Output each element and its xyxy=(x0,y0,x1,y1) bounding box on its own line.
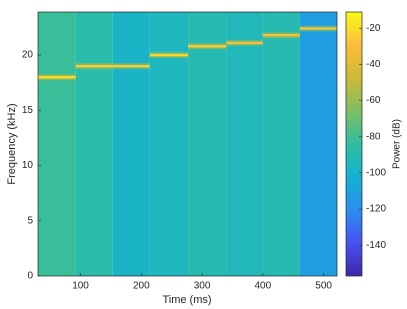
x-tick-label: 100 xyxy=(72,281,89,292)
tone-line xyxy=(149,53,189,57)
colorbar-frame xyxy=(345,11,363,277)
y-tick-label: 15 xyxy=(22,105,34,116)
spectrum-segment xyxy=(299,12,337,276)
x-tick-label: 500 xyxy=(315,281,332,292)
y-tick-label: 20 xyxy=(22,50,34,61)
colorbar xyxy=(346,12,362,276)
spectrum-segment xyxy=(38,12,76,276)
spectrum-segment xyxy=(149,12,189,276)
x-tick-label: 200 xyxy=(133,281,150,292)
y-axis-label: Frequency (kHz) xyxy=(6,103,18,184)
x-axis-label: Time (ms) xyxy=(162,294,211,306)
colorbar-tick-label: -140 xyxy=(366,240,386,251)
spectrum-segment xyxy=(262,12,300,276)
spectrum-segment xyxy=(75,12,113,276)
y-tick-label: 10 xyxy=(22,160,34,171)
y-tick-label: 0 xyxy=(27,271,33,282)
tone-line xyxy=(188,45,227,48)
tone-line xyxy=(299,27,337,30)
spectrum-segment xyxy=(188,12,227,276)
tone-line xyxy=(226,41,263,45)
colorbar-label: Power (dB) xyxy=(392,119,403,169)
axes-frame xyxy=(37,11,338,277)
tone-line xyxy=(262,33,300,37)
y-tick-label: 5 xyxy=(27,215,33,226)
x-tick-label: 400 xyxy=(255,281,272,292)
colorbar-tick-label: -100 xyxy=(366,168,386,179)
colorbar-tick-label: -120 xyxy=(366,204,386,215)
plot-area xyxy=(38,12,337,276)
colorbar-tick-label: -60 xyxy=(366,95,381,106)
colorbar-tick-label: -40 xyxy=(366,59,381,70)
spectrum-segment xyxy=(226,12,263,276)
spectrum-segment xyxy=(112,12,150,276)
x-tick-label: 300 xyxy=(194,281,211,292)
tone-line xyxy=(38,75,76,79)
tone-line xyxy=(75,64,113,68)
colorbar-tick-label: -80 xyxy=(366,131,381,142)
tone-line xyxy=(112,64,150,68)
colorbar-tick-label: -20 xyxy=(366,23,381,34)
